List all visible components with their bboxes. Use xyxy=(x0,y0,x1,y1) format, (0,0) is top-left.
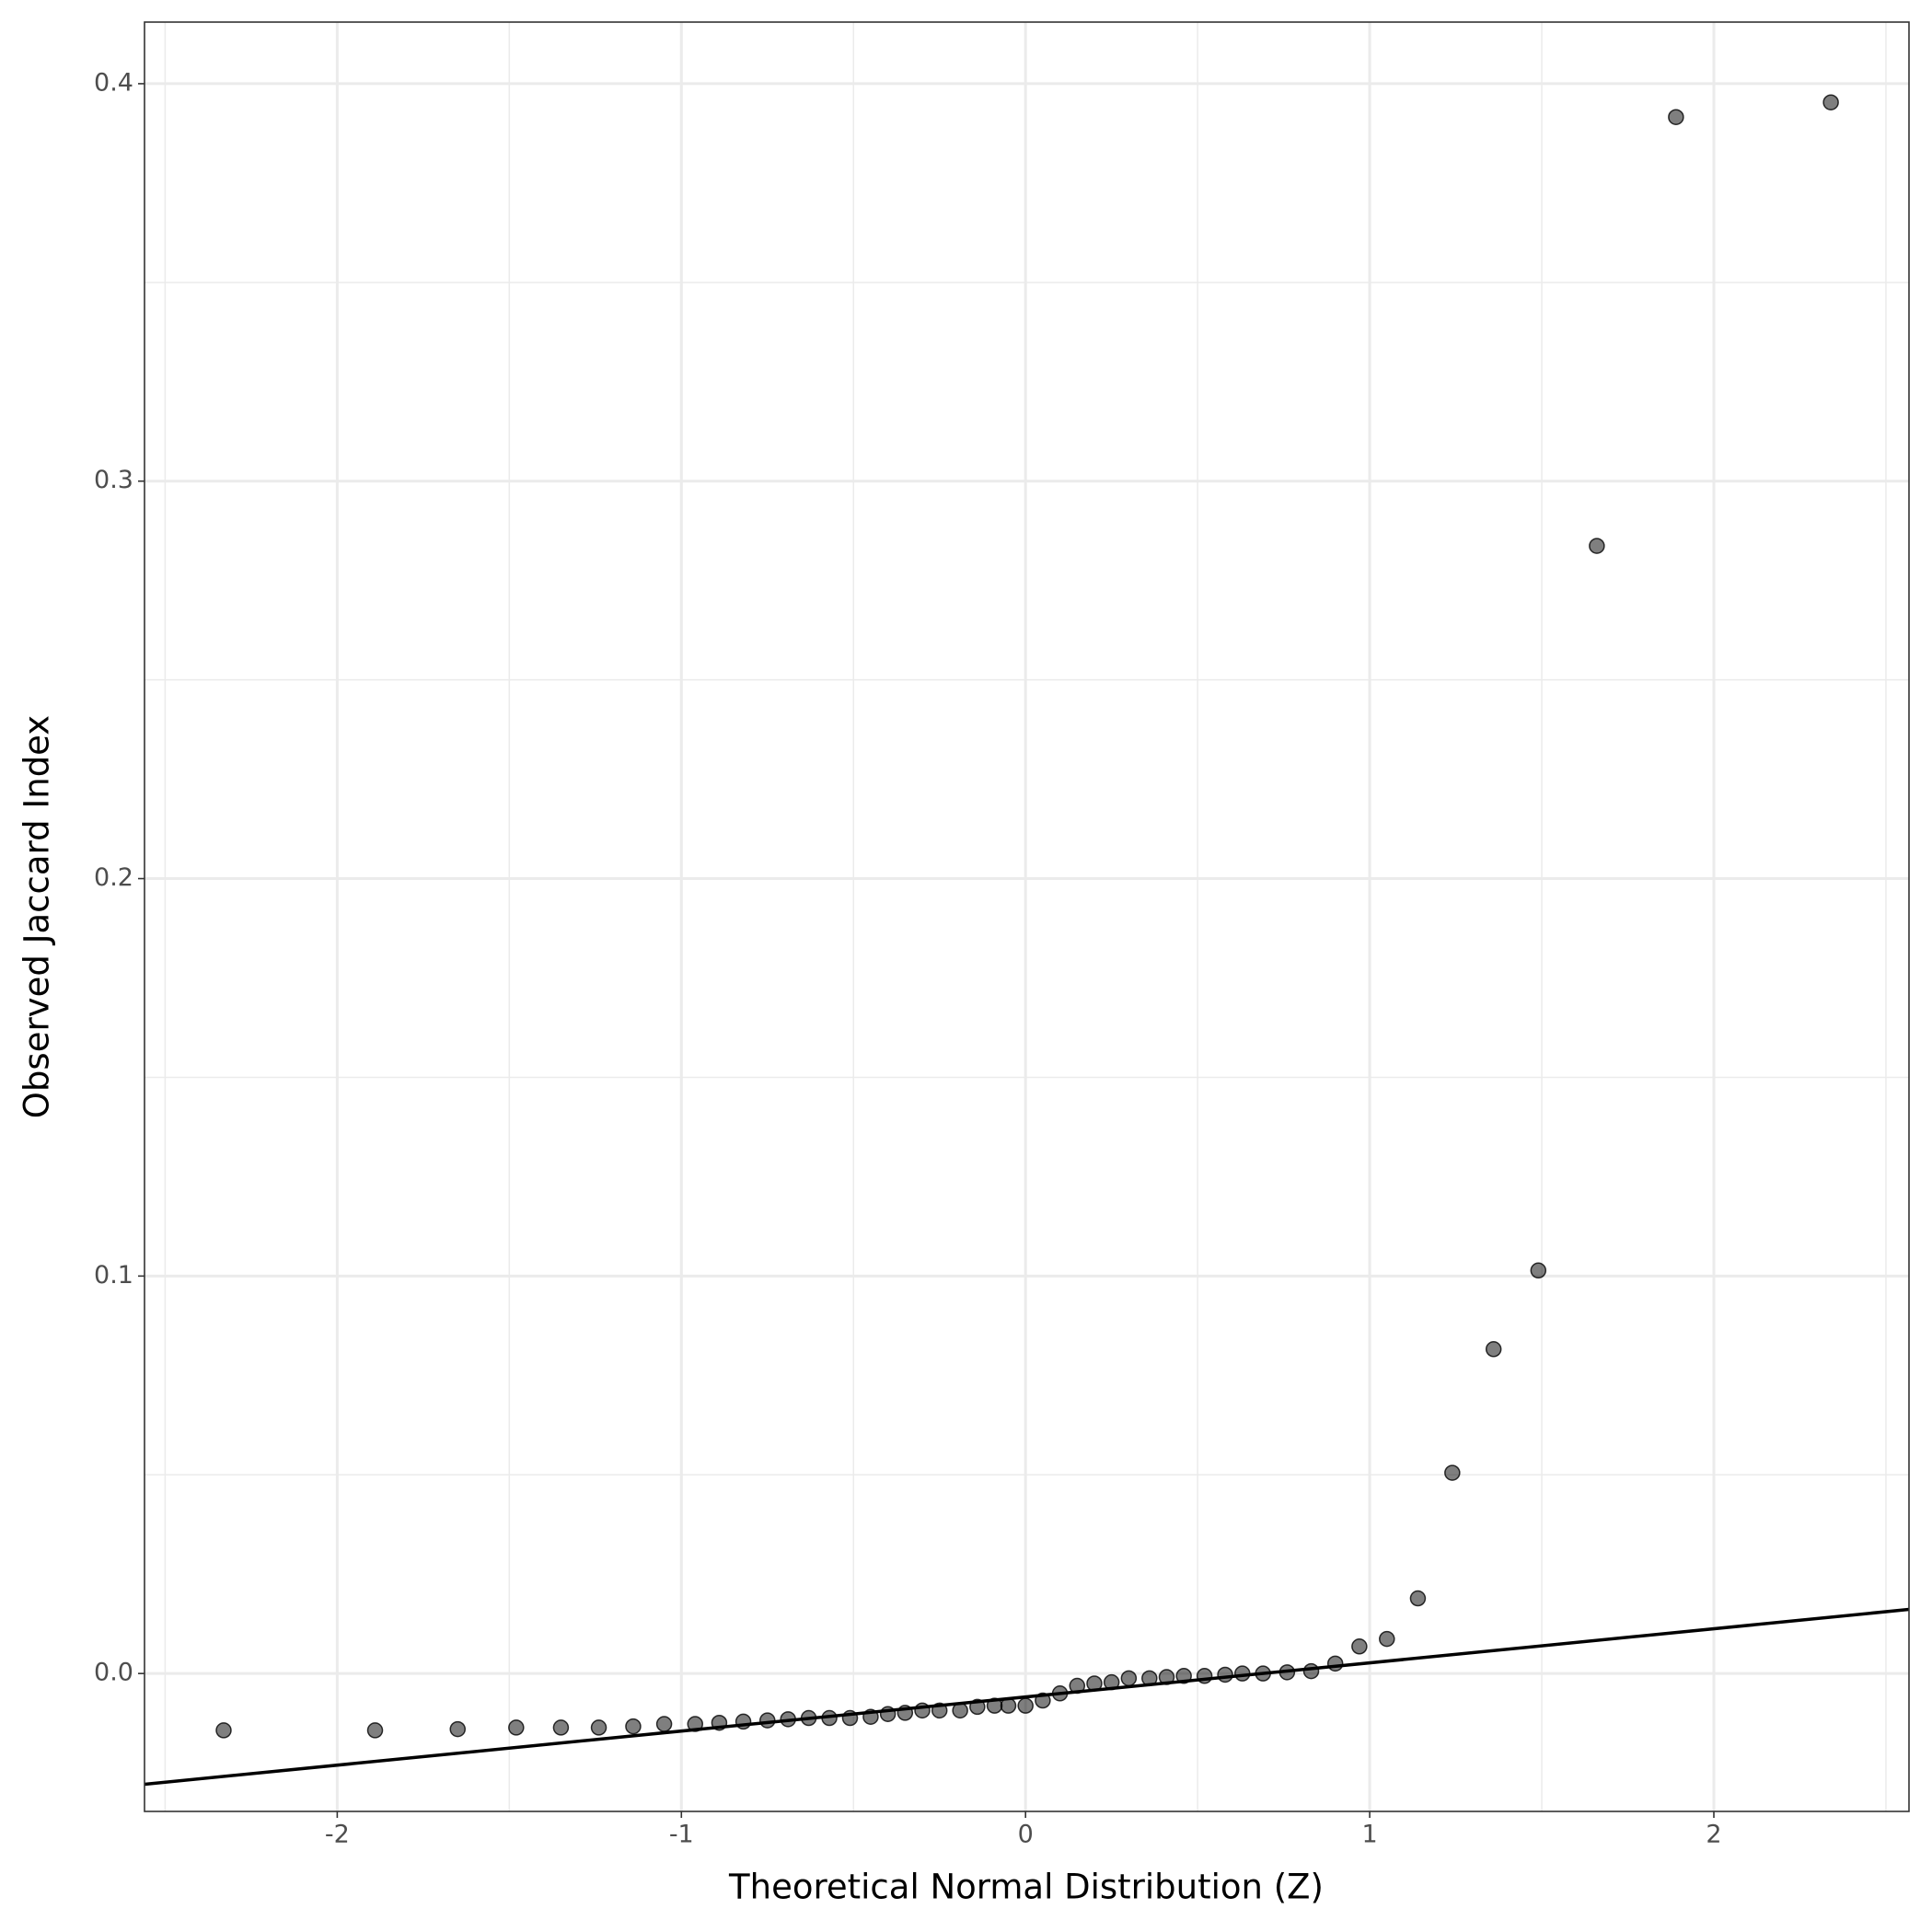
point xyxy=(897,1705,914,1721)
point xyxy=(800,1709,817,1727)
point xyxy=(862,1708,879,1725)
point xyxy=(1175,1668,1192,1684)
point xyxy=(914,1702,931,1719)
grid xyxy=(145,22,1909,1811)
point xyxy=(508,1719,525,1736)
point xyxy=(655,1716,673,1732)
point xyxy=(625,1718,642,1735)
point xyxy=(1234,1665,1251,1682)
point xyxy=(1103,1673,1120,1691)
point xyxy=(879,1706,897,1722)
point xyxy=(1530,1262,1547,1279)
point xyxy=(590,1719,607,1736)
point xyxy=(1000,1697,1017,1714)
point xyxy=(1017,1697,1034,1714)
x-tick-label: -1 xyxy=(669,1821,694,1849)
point xyxy=(1255,1665,1271,1682)
x-tick-label: -2 xyxy=(325,1821,350,1849)
y-tick-label: 0.0 xyxy=(94,1659,133,1687)
point xyxy=(1444,1464,1461,1481)
point xyxy=(821,1709,838,1727)
y-axis-title: Observed Jaccard Index xyxy=(17,715,57,1118)
point xyxy=(1069,1677,1086,1695)
point xyxy=(1379,1630,1395,1648)
point xyxy=(552,1719,570,1736)
point xyxy=(735,1713,752,1730)
point xyxy=(1141,1670,1158,1687)
point xyxy=(1086,1675,1103,1692)
y-tick-label: 0.1 xyxy=(94,1261,133,1290)
reference-line xyxy=(145,1607,1909,1787)
point xyxy=(952,1702,968,1719)
point xyxy=(1822,94,1839,110)
point xyxy=(1351,1638,1368,1655)
axes: -2 -1 0 1 2 0.0 0.1 0.2 0.3 0.4 xyxy=(94,68,1722,1848)
point xyxy=(1051,1685,1069,1702)
x-tick-label: 0 xyxy=(1018,1821,1034,1849)
point xyxy=(1196,1668,1213,1684)
point xyxy=(1485,1341,1502,1358)
point xyxy=(1120,1670,1138,1687)
y-tick-label: 0.2 xyxy=(94,863,133,892)
panel-border xyxy=(144,21,1910,1812)
point xyxy=(1278,1664,1296,1681)
point xyxy=(780,1711,796,1728)
point xyxy=(969,1698,986,1716)
point xyxy=(449,1720,467,1738)
point xyxy=(1326,1655,1344,1672)
point xyxy=(841,1709,859,1727)
y-tick-label: 0.3 xyxy=(94,466,133,494)
point xyxy=(687,1716,703,1732)
plot-area xyxy=(145,94,1909,1787)
point xyxy=(1589,538,1605,554)
point xyxy=(711,1714,728,1731)
point xyxy=(931,1702,948,1719)
point xyxy=(986,1697,1003,1714)
y-tick-label: 0.4 xyxy=(94,68,133,97)
point xyxy=(215,1722,232,1739)
point xyxy=(1668,109,1684,125)
x-tick-label: 1 xyxy=(1362,1821,1378,1849)
point xyxy=(1217,1666,1233,1683)
point xyxy=(366,1722,384,1739)
point xyxy=(1158,1669,1175,1685)
point xyxy=(1409,1590,1427,1607)
point xyxy=(1035,1692,1051,1709)
x-tick-label: 2 xyxy=(1706,1821,1721,1849)
x-axis-title: Theoretical Normal Distribution (Z) xyxy=(728,1868,1324,1907)
point xyxy=(759,1712,776,1729)
point xyxy=(1302,1662,1320,1680)
